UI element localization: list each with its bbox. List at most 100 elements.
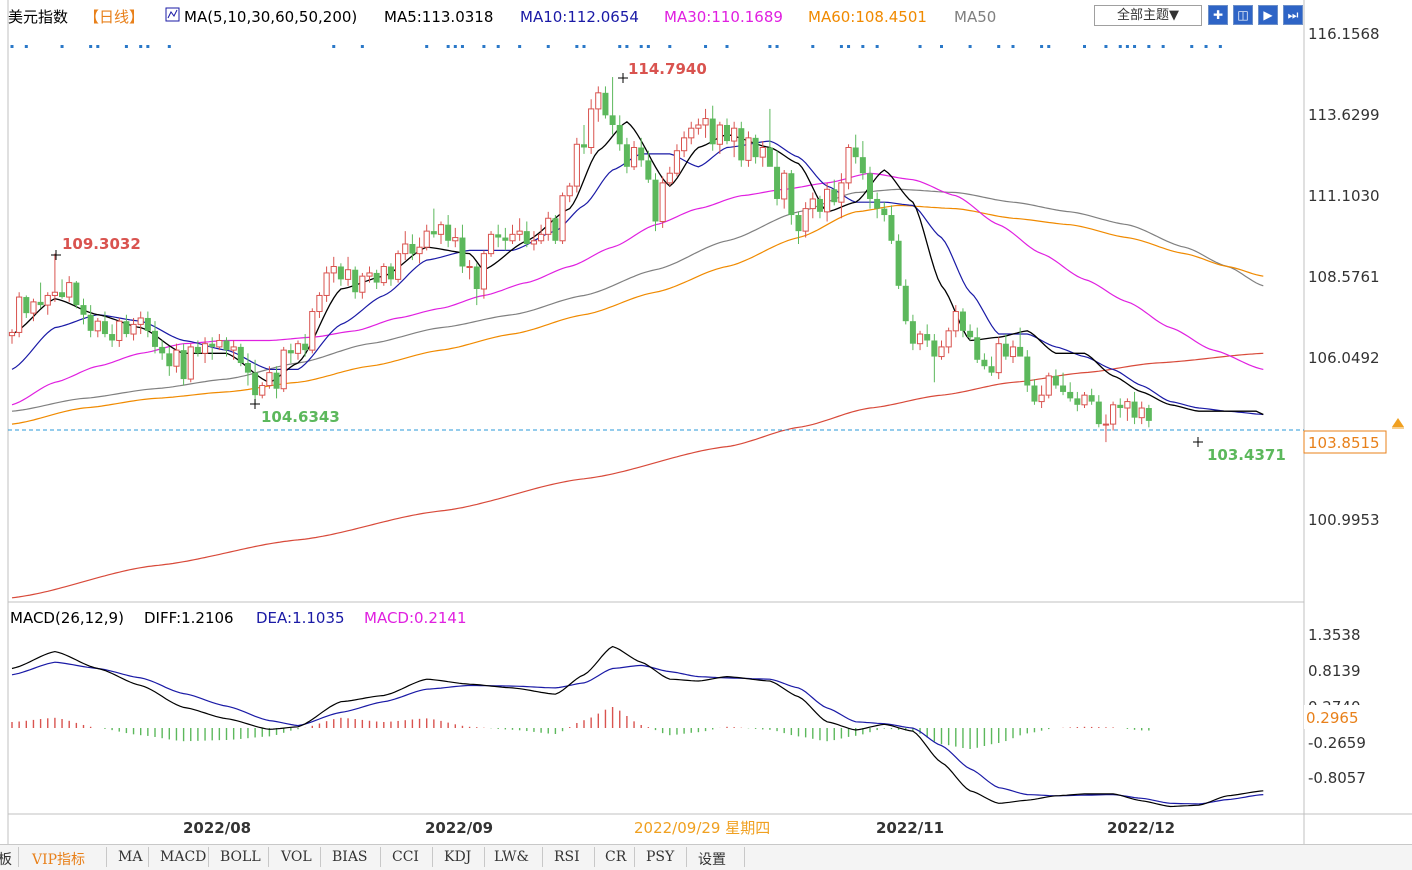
candle-body-up — [1124, 401, 1131, 409]
candle-body-down — [795, 215, 802, 232]
tab-vip-indicator[interactable]: VIP指标 — [32, 852, 86, 868]
play-back-icon[interactable]: ▶ — [1258, 5, 1278, 25]
candlesticks — [8, 77, 1152, 443]
period-label[interactable]: 【日线】 — [84, 8, 144, 26]
ma-settings-icon[interactable] — [165, 7, 180, 22]
candle-body-down — [609, 115, 616, 125]
candle-body-up — [266, 372, 273, 387]
candle-body-down — [931, 340, 938, 357]
candle-body-up — [380, 266, 387, 284]
high-annotation: 114.7940 — [628, 60, 707, 78]
candle-body-down — [495, 234, 502, 238]
candle-body-up — [781, 172, 788, 200]
candle-body-down — [881, 208, 888, 216]
candle-body-down — [123, 321, 130, 335]
ma60-line — [11, 204, 1264, 425]
candle-body-down — [1095, 401, 1102, 425]
candle-body-down — [1017, 346, 1024, 357]
candle-body-down — [287, 350, 294, 354]
candle-body-up — [1045, 375, 1052, 396]
price-tick: 106.0492 — [1308, 349, 1380, 367]
candle-body-down — [738, 128, 745, 161]
signal-dot — [811, 45, 815, 48]
tab-kdj[interactable]: KDJ — [444, 849, 472, 865]
candle-body-down — [459, 237, 466, 267]
candle-body-down — [852, 147, 859, 158]
candle-body-up — [509, 233, 516, 242]
tab-board[interactable]: 板 — [0, 852, 12, 868]
signal-dot — [124, 45, 128, 48]
candle-body-down — [1145, 408, 1152, 421]
signal-dot — [575, 45, 579, 48]
candle-body-up — [452, 237, 459, 242]
candle-body-up — [530, 240, 538, 245]
tab-lw[interactable]: LW& — [494, 849, 529, 865]
candle-body-up — [66, 282, 73, 298]
candle-body-up — [402, 243, 409, 255]
signal-dot — [704, 45, 708, 48]
macd-dea-value: DEA:1.1035 — [256, 609, 345, 627]
signal-dot — [1040, 45, 1044, 48]
signal-dot — [997, 45, 1001, 48]
current-price-tag — [1303, 430, 1387, 454]
candle-body-up — [945, 330, 952, 348]
signal-dot — [518, 45, 522, 48]
candle-body-up — [838, 182, 845, 203]
candle-body-down — [974, 337, 981, 360]
instrument-title: 美元指数 — [8, 8, 68, 26]
tab-macd[interactable]: MACD — [160, 849, 207, 865]
candle-body-up — [666, 172, 673, 184]
signal-dot — [839, 45, 843, 48]
candle-body-down — [144, 317, 151, 331]
ma30-line — [11, 172, 1264, 406]
signal-dot — [1047, 45, 1051, 48]
candle-body-up — [559, 195, 566, 242]
macd-current-tag-bg — [1304, 705, 1386, 729]
candle-body-up — [8, 331, 16, 337]
candle-body-up — [630, 147, 638, 168]
signal-dot — [60, 45, 64, 48]
price-marker-icon — [1392, 418, 1404, 427]
signal-dot — [146, 45, 150, 48]
signal-dot — [861, 45, 865, 48]
candle-body-up — [538, 233, 545, 242]
candle-body-down — [194, 346, 201, 354]
tab-cci[interactable]: CCI — [392, 849, 419, 865]
candle-body-up — [566, 185, 573, 197]
tab-bias[interactable]: BIAS — [332, 849, 368, 865]
candle-body-down — [895, 240, 902, 286]
tab-divider — [686, 847, 687, 867]
grid-layout-icon[interactable]: ✚ — [1208, 5, 1228, 25]
candle-body-down — [180, 350, 187, 380]
ma-settings-icon-glyph — [167, 9, 178, 19]
candle-body-up — [659, 182, 666, 222]
tab-vol[interactable]: VOL — [281, 849, 312, 865]
candle-body-up — [916, 333, 924, 345]
tab-cr[interactable]: CR — [605, 849, 627, 865]
candle-body-up — [416, 246, 423, 255]
indicator-tab-bar: 板 VIP指标 MA MACD BOLL VOL BIAS CCI KDJ LW… — [0, 844, 1412, 870]
tab-psy[interactable]: PSY — [646, 849, 675, 865]
tab-settings[interactable]: 设置 — [698, 852, 726, 868]
dollar-index-chart[interactable]: 美元指数 【日线】 MA(5,10,30,60,50,200) MA5:113.… — [0, 0, 1412, 844]
signal-dot — [1161, 45, 1165, 48]
candle-body-down — [766, 147, 773, 167]
candle-body-down — [337, 266, 344, 280]
tab-rsi[interactable]: RSI — [554, 849, 580, 865]
signal-dot — [625, 45, 629, 48]
tab-divider — [208, 847, 209, 867]
signal-dot — [332, 45, 336, 48]
play-forward-icon[interactable]: ⏭ — [1283, 5, 1303, 25]
chart-split-icon[interactable]: ◫ — [1233, 5, 1253, 25]
candle-body-up — [366, 272, 373, 277]
signal-dot — [618, 45, 622, 48]
theme-dropdown[interactable]: 全部主题▼ — [1094, 5, 1202, 26]
tab-boll[interactable]: BOLL — [220, 849, 261, 865]
candle-body-down — [37, 301, 44, 306]
tab-ma[interactable]: MA — [118, 849, 143, 865]
candle-body-down — [387, 266, 394, 280]
tab-divider — [106, 847, 107, 867]
ma200-line — [11, 352, 1264, 599]
tab-divider — [320, 847, 321, 867]
candle-body-down — [273, 372, 280, 389]
